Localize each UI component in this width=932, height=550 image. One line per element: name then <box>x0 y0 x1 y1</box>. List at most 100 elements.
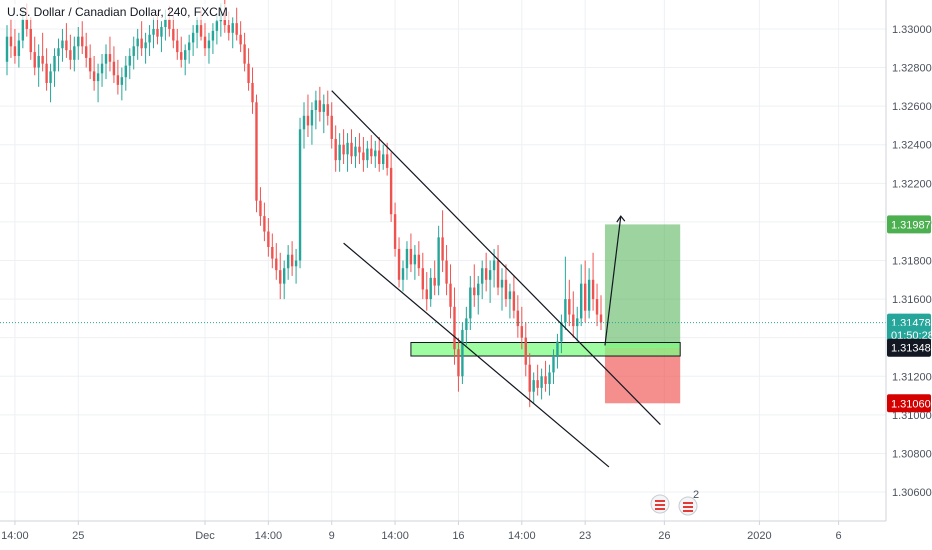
candle-body <box>548 372 551 384</box>
time-tick-label: 6 <box>836 530 842 542</box>
candle-body <box>441 237 444 261</box>
candle-body <box>57 48 60 56</box>
candle-body <box>239 34 242 45</box>
candle-body <box>128 55 131 66</box>
price-tick-label: 1.32800 <box>892 63 932 75</box>
candle-body <box>61 40 64 49</box>
time-axis[interactable]: 14:00 25 Dec 14:00 9 14:00 16 14:00 23 26 2020 6 <box>0 520 932 550</box>
target-zone[interactable] <box>604 224 681 348</box>
candlestick-series <box>5 0 603 408</box>
candle-body <box>184 50 187 60</box>
candle-body <box>374 150 377 157</box>
candle-body <box>227 25 230 33</box>
candle-body <box>144 42 147 49</box>
candle-body <box>81 36 84 47</box>
time-tick-label: 16 <box>452 530 464 542</box>
time-tick-label: Dec <box>195 530 215 542</box>
price-tick-label: 1.33000 <box>892 24 932 36</box>
candle-body <box>235 23 238 35</box>
time-tick-label: 14:00 <box>508 530 536 542</box>
time-tick-label: 25 <box>72 530 84 542</box>
time-tick-label: 14:00 <box>1 530 29 542</box>
candle-body <box>37 55 40 68</box>
candle-body <box>215 21 219 31</box>
price-tick-label: 1.32400 <box>892 140 932 152</box>
candle-body <box>477 283 480 296</box>
candle-body <box>401 268 405 280</box>
candle-body <box>108 54 112 62</box>
candle-body <box>231 23 234 33</box>
flag-count-badge: 2 <box>693 489 699 501</box>
candle-body <box>140 38 143 49</box>
candle-body <box>350 142 353 157</box>
price-tick-label: 1.30600 <box>892 487 932 499</box>
candle-body <box>409 248 413 265</box>
candle-body <box>65 40 68 51</box>
channel-upper-line[interactable] <box>331 90 661 425</box>
candle-body <box>104 54 108 64</box>
us-flag-icon[interactable] <box>650 494 670 514</box>
price-tag-label: 1.31987 <box>891 219 931 231</box>
candle-body <box>389 167 393 215</box>
candle-body <box>421 268 424 290</box>
candle-body <box>465 318 468 330</box>
candle-body <box>21 19 25 41</box>
candle-body <box>290 254 294 267</box>
time-tick-label: 14:00 <box>381 530 409 542</box>
candle-body <box>508 291 512 300</box>
candle-body <box>378 150 381 165</box>
candle-body <box>25 19 28 29</box>
candle-body <box>599 314 603 323</box>
candle-body <box>271 246 274 259</box>
candle-body <box>251 82 254 103</box>
channel-lower-line[interactable] <box>343 242 610 468</box>
candle-body <box>318 100 322 112</box>
candle-body <box>120 77 124 85</box>
symbol-title[interactable]: U.S. Dollar / Canadian Dollar, 240, FXCM <box>4 4 231 20</box>
us-flag-stack-icon[interactable]: 2 <box>678 489 699 516</box>
stop-zone[interactable] <box>604 347 681 404</box>
candle-body <box>496 260 500 288</box>
event-flags[interactable]: 2 <box>650 489 699 516</box>
candle-body <box>207 40 211 49</box>
candle-body <box>516 310 520 327</box>
candle-body <box>255 102 258 201</box>
candle-body <box>100 63 104 74</box>
candle-body <box>385 154 389 168</box>
entry-zone-rect[interactable] <box>410 342 681 357</box>
drawing-zones[interactable] <box>410 224 681 404</box>
candle-body <box>484 268 488 280</box>
candle-body <box>354 146 357 157</box>
candle-body <box>504 279 508 300</box>
candle-body <box>469 287 472 319</box>
candle-body <box>41 55 44 64</box>
candle-body <box>275 258 278 271</box>
time-tick-label: 23 <box>579 530 591 542</box>
time-tick-label: 26 <box>658 530 670 542</box>
candle-body <box>417 254 421 269</box>
candle-body <box>500 279 504 288</box>
arrow-line[interactable] <box>604 216 622 346</box>
price-axis[interactable]: 1.330001.328001.326001.324001.322001.320… <box>885 0 932 550</box>
candle-body <box>453 306 456 350</box>
candle-body <box>552 356 555 373</box>
candle-body <box>358 146 361 153</box>
candle-body <box>92 71 96 82</box>
candle-body <box>532 380 535 392</box>
candle-body <box>96 73 100 82</box>
candle-body <box>524 337 527 365</box>
candle-body <box>429 277 432 300</box>
candle-body <box>544 376 547 384</box>
candle-body <box>425 289 428 300</box>
candle-body <box>457 349 460 377</box>
candle-body <box>449 283 452 307</box>
candle-body <box>116 75 120 85</box>
price-tick-label: 1.31000 <box>892 410 932 422</box>
candle-body <box>536 380 539 388</box>
drawing-lines[interactable] <box>0 90 886 468</box>
candle-body <box>520 326 523 338</box>
price-tick-label: 1.31200 <box>892 371 932 383</box>
candle-body <box>306 115 310 126</box>
candle-body <box>5 36 9 62</box>
